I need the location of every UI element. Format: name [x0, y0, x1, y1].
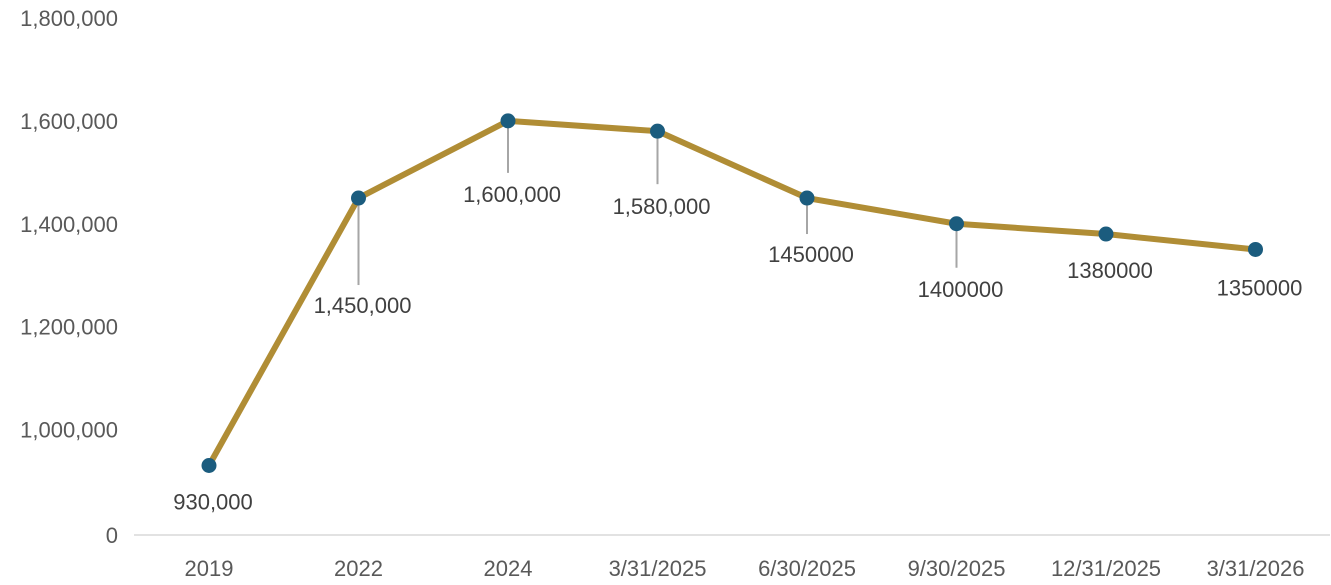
data-label: 1400000 — [918, 277, 1004, 302]
x-tick-label: 2024 — [484, 556, 533, 581]
x-tick-label: 3/31/2026 — [1207, 556, 1305, 581]
x-tick-label: 2019 — [185, 556, 234, 581]
x-tick-label: 9/30/2025 — [908, 556, 1006, 581]
data-label: 1380000 — [1067, 258, 1153, 283]
data-label: 930,000 — [173, 490, 253, 515]
x-tick-label: 12/31/2025 — [1051, 556, 1161, 581]
data-labels: 930,000 1,450,000 1,600,000 1,580,000 145000… — [173, 182, 1302, 515]
y-tick-label: 1,200,000 — [20, 315, 118, 340]
series-line — [206, 117, 1259, 469]
data-point — [1098, 226, 1114, 242]
data-point — [500, 113, 516, 129]
x-tick-label: 3/31/2025 — [609, 556, 707, 581]
data-point — [799, 190, 815, 206]
y-tick-label: 1,000,000 — [20, 418, 118, 443]
y-axis: 0 1,000,000 1,200,000 1,400,000 1,600,000 1,8… — [20, 6, 118, 548]
data-label: 1,450,000 — [314, 293, 412, 318]
data-label: 1450000 — [768, 242, 854, 267]
data-label: 1350000 — [1217, 275, 1303, 300]
x-tick-label: 6/30/2025 — [758, 556, 856, 581]
y-tick-label: 1,400,000 — [20, 212, 118, 237]
x-tick-label: 2022 — [334, 556, 383, 581]
data-point — [351, 190, 366, 206]
data-point — [949, 216, 964, 232]
data-point — [1248, 241, 1263, 257]
data-label: 1,580,000 — [613, 194, 711, 219]
y-tick-label: 0 — [106, 523, 118, 548]
data-markers — [201, 113, 1263, 474]
data-point — [201, 458, 217, 474]
x-axis: 2019 2022 2024 3/31/2025 6/30/2025 9/30/2025 1… — [185, 556, 1305, 581]
data-point — [650, 123, 665, 139]
y-tick-label: 1,800,000 — [20, 6, 118, 31]
y-tick-label: 1,600,000 — [20, 109, 118, 134]
data-label: 1,600,000 — [463, 182, 561, 207]
